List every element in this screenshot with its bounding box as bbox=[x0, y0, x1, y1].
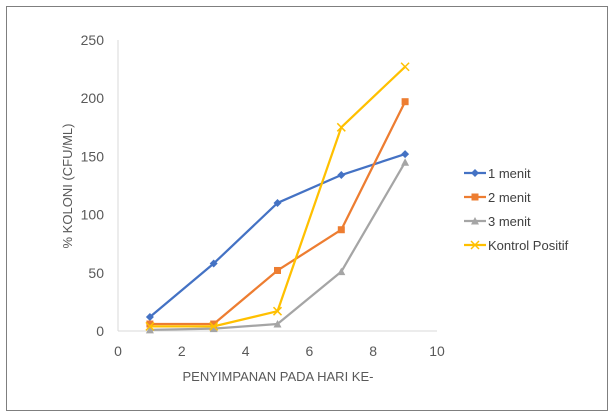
y-tick-label: 100 bbox=[81, 207, 105, 223]
legend: 1 menit 2 menit 3 menit Kontrol Positif bbox=[464, 166, 569, 253]
data-point bbox=[401, 98, 409, 106]
x-tick-label: 4 bbox=[242, 343, 250, 359]
data-point bbox=[145, 321, 155, 331]
data-point bbox=[274, 266, 281, 274]
legend-marker bbox=[470, 240, 480, 250]
legend-label: 3 menit bbox=[488, 214, 531, 229]
legend-item: 2 menit bbox=[464, 190, 531, 205]
data-point bbox=[337, 171, 346, 180]
series-line bbox=[149, 101, 407, 326]
data-point bbox=[401, 158, 410, 166]
data-point bbox=[336, 122, 346, 132]
legend-label: 1 menit bbox=[488, 166, 531, 181]
data-point bbox=[337, 226, 345, 234]
y-tick-label: 200 bbox=[81, 90, 105, 106]
y-tick-label: 50 bbox=[88, 265, 104, 281]
data-point bbox=[145, 325, 154, 334]
data-point bbox=[273, 198, 282, 207]
data-point bbox=[145, 313, 154, 322]
series-layer bbox=[145, 62, 410, 334]
x-tick-label: 8 bbox=[369, 343, 377, 359]
y-axis-title: % KOLONI (CFU/ML) bbox=[60, 124, 75, 249]
series-line bbox=[149, 65, 406, 328]
series-3 bbox=[145, 158, 410, 334]
legend-label: Kontrol Positif bbox=[488, 238, 569, 253]
data-point bbox=[401, 150, 410, 159]
x-marker-stroke bbox=[145, 321, 155, 331]
legend-marker bbox=[471, 169, 479, 177]
series-4 bbox=[145, 62, 410, 331]
legend-label: 2 menit bbox=[488, 190, 531, 205]
x-axis-title: PENYIMPANAN PADA HARI KE- bbox=[183, 369, 374, 384]
series-line bbox=[149, 161, 407, 331]
x-marker-stroke bbox=[400, 62, 410, 72]
legend-item: 1 menit bbox=[464, 166, 531, 181]
data-point bbox=[209, 321, 219, 331]
x-marker-stroke bbox=[336, 122, 346, 132]
legend-marker bbox=[471, 193, 479, 201]
legend-marker bbox=[471, 217, 479, 225]
y-tick-label: 0 bbox=[96, 323, 104, 339]
data-point bbox=[209, 324, 218, 333]
x-marker-stroke bbox=[470, 240, 480, 250]
x-tick-label: 2 bbox=[178, 343, 186, 359]
legend-item: 3 menit bbox=[464, 214, 531, 229]
x-marker-stroke bbox=[209, 321, 219, 331]
y-tick-label: 150 bbox=[81, 148, 105, 164]
data-point bbox=[273, 320, 282, 328]
chart-frame bbox=[6, 6, 608, 411]
x-tick-label: 6 bbox=[306, 343, 314, 359]
data-point bbox=[400, 62, 410, 72]
series-1 bbox=[145, 150, 410, 322]
x-marker-stroke bbox=[272, 306, 283, 316]
legend-item: Kontrol Positif bbox=[464, 238, 569, 253]
y-tick-label: 250 bbox=[81, 32, 105, 48]
x-tick-label: 10 bbox=[429, 343, 445, 359]
data-point bbox=[210, 320, 218, 328]
data-point bbox=[272, 306, 283, 316]
series-2 bbox=[146, 98, 409, 328]
data-point bbox=[337, 267, 346, 276]
data-point bbox=[209, 259, 218, 268]
data-point bbox=[146, 320, 154, 328]
x-tick-label: 0 bbox=[114, 343, 122, 359]
